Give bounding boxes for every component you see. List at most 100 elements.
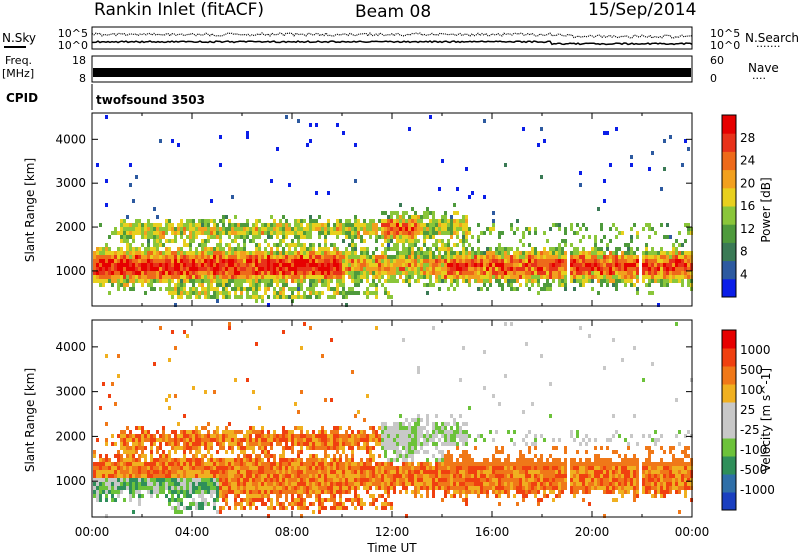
- heatmap-cell: [372, 283, 375, 287]
- heatmap-cell: [150, 283, 153, 287]
- heatmap-cell: [213, 295, 216, 299]
- heatmap-cell: [219, 478, 222, 482]
- heatmap-cell: [195, 474, 198, 478]
- heatmap-cell: [102, 462, 105, 466]
- heatmap-cell: [360, 275, 363, 279]
- heatmap-cell: [264, 442, 267, 446]
- heatmap-cell: [357, 267, 360, 271]
- heatmap-cell: [426, 223, 429, 227]
- heatmap-cell: [315, 271, 318, 275]
- heatmap-cell: [447, 227, 450, 231]
- heatmap-cell: [135, 267, 138, 271]
- heatmap-cell: [180, 434, 183, 438]
- heatmap-cell: [258, 219, 261, 223]
- heatmap-cell: [450, 466, 453, 470]
- heatmap-cell: [486, 227, 489, 231]
- heatmap-cell: [345, 486, 348, 490]
- heatmap-cell: [312, 470, 315, 474]
- heatmap-cell: [174, 267, 177, 271]
- heatmap-cell: [117, 470, 120, 474]
- heatmap-cell: [195, 426, 198, 430]
- heatmap-cell: [180, 466, 183, 470]
- heatmap-cell: [480, 275, 483, 279]
- heatmap-cell: [114, 486, 117, 490]
- heatmap-cell: [417, 251, 420, 255]
- heatmap-cell: [336, 490, 339, 494]
- heatmap-cell: [366, 438, 369, 442]
- heatmap-cell: [231, 287, 234, 291]
- heatmap-cell: [606, 131, 609, 135]
- heatmap-cell: [462, 259, 465, 263]
- heatmap-cell: [663, 251, 666, 255]
- heatmap-cell: [408, 239, 411, 243]
- heatmap-cell: [366, 275, 369, 279]
- heatmap-cell: [408, 470, 411, 474]
- heatmap-cell: [645, 275, 648, 279]
- heatmap-cell: [369, 482, 372, 486]
- heatmap-cell: [378, 482, 381, 486]
- heatmap-cell: [96, 470, 99, 474]
- heatmap-cell: [351, 267, 354, 271]
- heatmap-cell: [402, 422, 405, 426]
- heatmap-cell: [615, 251, 618, 255]
- heatmap-cell: [264, 490, 267, 494]
- heatmap-cell: [360, 434, 363, 438]
- heatmap-cell: [288, 430, 291, 434]
- heatmap-cell: [432, 259, 435, 263]
- heatmap-cell: [147, 255, 150, 259]
- heatmap-cell: [255, 275, 258, 279]
- heatmap-cell: [273, 231, 276, 235]
- heatmap-cell: [372, 434, 375, 438]
- heatmap-cell: [219, 135, 222, 139]
- heatmap-cell: [441, 239, 444, 243]
- heatmap-cell: [291, 255, 294, 259]
- heatmap-cell: [255, 259, 258, 263]
- heatmap-cell: [111, 259, 114, 263]
- heatmap-cell: [396, 271, 399, 275]
- heatmap-cell: [234, 494, 237, 498]
- heatmap-cell: [600, 247, 603, 251]
- heatmap-cell: [489, 430, 492, 434]
- heatmap-cell: [249, 470, 252, 474]
- heatmap-cell: [360, 438, 363, 442]
- heatmap-cell: [129, 243, 132, 247]
- heatmap-cell: [441, 275, 444, 279]
- heatmap-cell: [243, 231, 246, 235]
- heatmap-cell: [156, 494, 159, 498]
- heatmap-cell: [327, 454, 330, 458]
- heatmap-cell: [486, 486, 489, 490]
- heatmap-cell: [177, 438, 180, 442]
- heatmap-cell: [102, 482, 105, 486]
- heatmap-cell: [393, 235, 396, 239]
- heatmap-cell: [129, 223, 132, 227]
- heatmap-cell: [156, 430, 159, 434]
- heatmap-cell: [291, 275, 294, 279]
- heatmap-cell: [225, 490, 228, 494]
- heatmap-cell: [450, 486, 453, 490]
- heatmap-cell: [498, 271, 501, 275]
- heatmap-cell: [336, 223, 339, 227]
- heatmap-cell: [144, 227, 147, 231]
- heatmap-cell: [243, 498, 246, 502]
- heatmap-cell: [237, 474, 240, 478]
- heatmap-cell: [177, 474, 180, 478]
- heatmap-cell: [285, 438, 288, 442]
- heatmap-cell: [105, 247, 108, 251]
- heatmap-cell: [270, 466, 273, 470]
- heatmap-cell: [174, 498, 177, 502]
- heatmap-cell: [342, 462, 345, 466]
- heatmap-cell: [525, 259, 528, 263]
- heatmap-cell: [378, 466, 381, 470]
- heatmap-cell: [333, 243, 336, 247]
- heatmap-cell: [312, 267, 315, 271]
- heatmap-cell: [282, 490, 285, 494]
- heatmap-cell: [168, 291, 171, 295]
- heatmap-cell: [390, 478, 393, 482]
- heatmap-cell: [432, 263, 435, 267]
- heatmap-cell: [393, 243, 396, 247]
- heatmap-cell: [171, 263, 174, 267]
- heatmap-cell: [369, 494, 372, 498]
- heatmap-cell: [303, 251, 306, 255]
- heatmap-cell: [195, 287, 198, 291]
- heatmap-cell: [666, 263, 669, 267]
